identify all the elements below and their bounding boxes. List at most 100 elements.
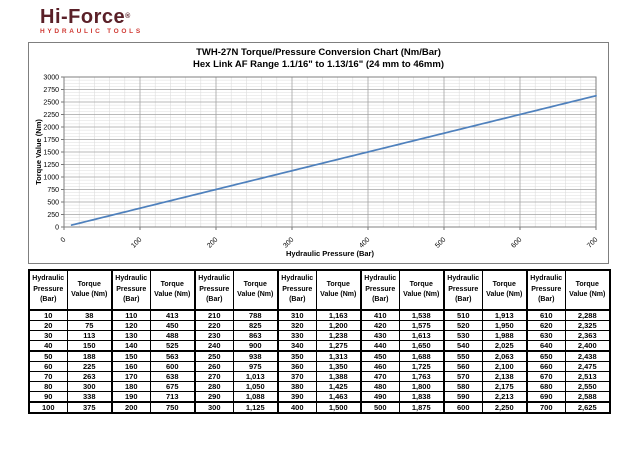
pressure-cell: 630 — [526, 330, 566, 341]
svg-text:700: 700 — [586, 236, 599, 249]
torque-cell: 938 — [232, 350, 279, 362]
torque-header: Torque Value (Nm) — [232, 269, 279, 311]
torque-cell: 2,363 — [564, 330, 611, 341]
torque-cell: 38 — [66, 309, 113, 321]
pressure-cell: 120 — [111, 320, 151, 331]
pressure-cell: 110 — [111, 309, 151, 321]
torque-cell: 1,050 — [232, 381, 279, 392]
torque-cell: 2,438 — [564, 350, 611, 362]
chart-title: TWH-27N Torque/Pressure Conversion Chart… — [196, 47, 441, 58]
pressure-cell: 280 — [194, 381, 234, 392]
torque-cell: 1,313 — [315, 350, 362, 362]
line-chart-plot: 0250500750100012501500175020002250250027… — [34, 74, 599, 258]
svg-text:0: 0 — [60, 236, 68, 244]
pressure-header: Hydraulic Pressure (Bar) — [28, 269, 68, 311]
pressure-cell: 660 — [526, 361, 566, 372]
svg-text:1250: 1250 — [43, 162, 59, 169]
torque-cell: 1,538 — [398, 309, 445, 321]
torque-cell: 2,475 — [564, 361, 611, 372]
chart-subtitle: Hex Link AF Range 1.1/16" to 1.13/16" (2… — [193, 59, 444, 70]
pressure-cell: 300 — [194, 401, 234, 414]
torque-cell: 2,288 — [564, 309, 611, 321]
svg-text:600: 600 — [510, 236, 523, 249]
torque-cell: 1,125 — [232, 401, 279, 414]
pressure-cell: 480 — [360, 381, 400, 392]
torque-cell: 1,425 — [315, 381, 362, 392]
torque-cell: 600 — [149, 361, 196, 372]
table-row: 50 188 150 563 250 938 350 1,313 450 1,688 550 2,06… — [28, 350, 611, 362]
torque-cell: 450 — [149, 320, 196, 331]
pressure-cell: 450 — [360, 350, 400, 362]
pressure-cell: 130 — [111, 330, 151, 341]
pressure-cell: 680 — [526, 381, 566, 392]
pressure-cell: 410 — [360, 309, 400, 321]
pressure-cell: 580 — [443, 381, 483, 392]
table-row: 40 150 140 525 240 900 340 1,275 440 1,650 540 2,02… — [28, 340, 611, 352]
pressure-cell: 370 — [277, 371, 317, 382]
pressure-header: Hydraulic Pressure (Bar) — [360, 269, 400, 311]
torque-cell: 2,625 — [564, 401, 611, 414]
svg-text:100: 100 — [130, 236, 143, 249]
pressure-cell: 220 — [194, 320, 234, 331]
torque-cell: 1,838 — [398, 391, 445, 403]
pressure-cell: 550 — [443, 350, 483, 362]
torque-cell: 1,725 — [398, 361, 445, 372]
table-row: 90 338 190 713 290 1,088 390 1,463 490 1,838 590 2,… — [28, 391, 611, 403]
pressure-cell: 60 — [28, 361, 68, 372]
svg-text:2500: 2500 — [43, 99, 59, 106]
torque-cell: 375 — [66, 401, 113, 414]
pressure-cell: 190 — [111, 391, 151, 403]
torque-cell: 1,800 — [398, 381, 445, 392]
torque-cell: 2,063 — [481, 350, 528, 362]
table-row: 60 225 160 600 260 975 360 1,350 460 1,725 560 2,10… — [28, 361, 611, 372]
table-row: 30 113 130 488 230 863 330 1,238 430 1,613 530 1,98… — [28, 330, 611, 341]
torque-cell: 825 — [232, 320, 279, 331]
pressure-header: Hydraulic Pressure (Bar) — [443, 269, 483, 311]
pressure-cell: 460 — [360, 361, 400, 372]
torque-cell: 2,100 — [481, 361, 528, 372]
pressure-cell: 240 — [194, 340, 234, 352]
torque-header: Torque Value (Nm) — [564, 269, 611, 311]
torque-cell: 113 — [66, 330, 113, 341]
table-row: 10 38 110 413 210 788 310 1,163 410 1,538 510 1,913… — [28, 309, 611, 321]
logo-brand-word: Hi-Force — [40, 6, 126, 28]
torque-cell: 2,513 — [564, 371, 611, 382]
torque-cell: 2,325 — [564, 320, 611, 331]
pressure-cell: 330 — [277, 330, 317, 341]
pressure-cell: 440 — [360, 340, 400, 352]
torque-cell: 1,988 — [481, 330, 528, 341]
pressure-header: Hydraulic Pressure (Bar) — [526, 269, 566, 311]
torque-cell: 1,350 — [315, 361, 362, 372]
pressure-cell: 160 — [111, 361, 151, 372]
svg-text:0: 0 — [55, 224, 59, 231]
hi-force-logo: Hi-Force® HYDRAULIC TOOLS — [40, 7, 143, 35]
torque-header: Torque Value (Nm) — [315, 269, 362, 311]
svg-text:2000: 2000 — [43, 124, 59, 131]
pressure-cell: 380 — [277, 381, 317, 392]
pressure-cell: 360 — [277, 361, 317, 372]
logo-tagline: HYDRAULIC TOOLS — [40, 28, 143, 35]
pressure-cell: 400 — [277, 401, 317, 414]
torque-cell: 1,163 — [315, 309, 362, 321]
pressure-cell: 620 — [526, 320, 566, 331]
torque-cell: 413 — [149, 309, 196, 321]
pressure-cell: 30 — [28, 330, 68, 341]
svg-text:250: 250 — [47, 212, 59, 219]
pressure-cell: 270 — [194, 371, 234, 382]
torque-cell: 1,763 — [398, 371, 445, 382]
torque-cell: 2,175 — [481, 381, 528, 392]
torque-cell: 2,400 — [564, 340, 611, 352]
pressure-cell: 540 — [443, 340, 483, 352]
pressure-cell: 80 — [28, 381, 68, 392]
torque-cell: 1,913 — [481, 309, 528, 321]
pressure-cell: 510 — [443, 309, 483, 321]
torque-cell: 675 — [149, 381, 196, 392]
torque-header: Torque Value (Nm) — [398, 269, 445, 311]
pressure-cell: 490 — [360, 391, 400, 403]
svg-text:500: 500 — [434, 236, 447, 249]
pressure-cell: 610 — [526, 309, 566, 321]
pressure-cell: 10 — [28, 309, 68, 321]
pressure-cell: 470 — [360, 371, 400, 382]
torque-cell: 975 — [232, 361, 279, 372]
torque-cell: 1,238 — [315, 330, 362, 341]
